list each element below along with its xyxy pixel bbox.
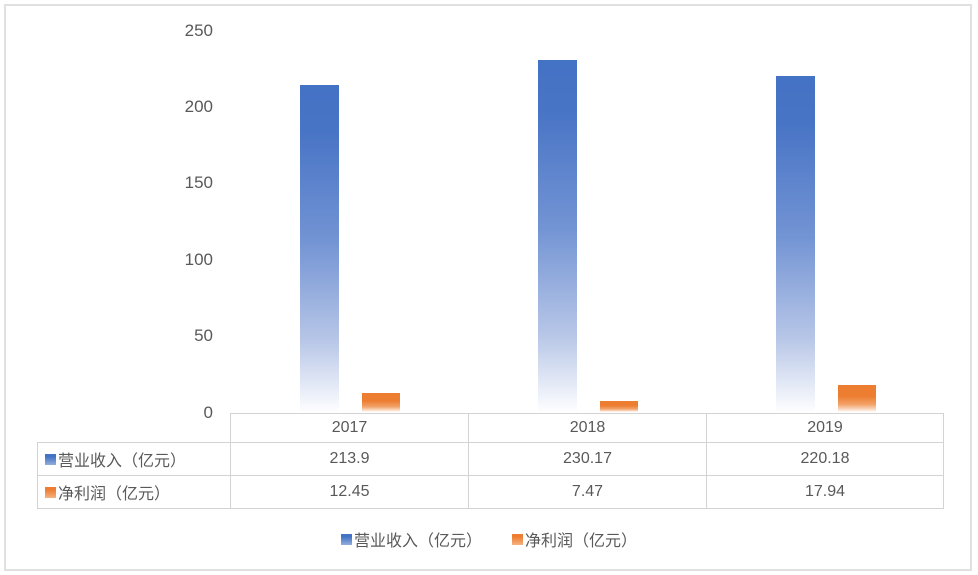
table-cell-profit-2019: 17.94 [706,475,944,509]
bar-profit-2019 [838,384,876,412]
table-cell-year-2019: 2019 [706,413,944,442]
table-cell-year-2018: 2018 [468,413,706,442]
table-corner-cell [37,413,230,442]
legend-key-icon [512,533,523,545]
profit-row-label: 净利润（亿元） [58,486,171,503]
revenue-row-label: 营业收入（亿元） [58,453,187,470]
table-row-header-profit: 净利润（亿元） [37,475,230,509]
y-axis-tick-label: 100 [184,249,213,269]
legend-key-icon [340,533,352,545]
legend-label: 营业收入（亿元） [353,533,482,550]
bar-profit-2017 [362,392,400,412]
category-group-2017 [230,30,468,412]
bar-profit-2018 [600,400,638,412]
bar-revenue-2018 [538,60,577,412]
y-axis-tick-label: 200 [184,96,213,116]
legend-item-profit: 净利润（亿元） [512,527,637,551]
legend-item-revenue: 营业收入（亿元） [340,527,482,551]
table-cell-profit-2018: 7.47 [468,475,706,509]
category-group-2018 [468,30,706,412]
table-cell-revenue-2017: 213.9 [230,442,468,475]
y-axis-tick-label: 50 [194,326,213,346]
category-group-2019 [706,30,944,412]
table-cell-revenue-2018: 230.17 [468,442,706,475]
y-axis-tick-label: 0 [203,402,213,422]
table-row-header-revenue: 营业收入（亿元） [37,442,230,475]
table-cell-revenue-2019: 220.18 [706,442,944,475]
y-axis-tick-label: 250 [184,20,213,40]
revenue-legend-key-icon [45,453,56,465]
data-table: 2017 2018 2019 营业收入（亿元） 213.9 230.17 220… [37,413,944,509]
profit-legend-key-icon [45,486,56,498]
y-axis-tick-label: 150 [184,173,213,193]
chart-legend: 营业收入（亿元） 净利润（亿元） [0,527,978,551]
table-cell-year-2017: 2017 [230,413,468,442]
bar-revenue-2017 [300,85,339,412]
legend-label: 净利润（亿元） [525,533,638,550]
bar-revenue-2019 [776,75,815,412]
table-cell-profit-2017: 12.45 [230,475,468,509]
